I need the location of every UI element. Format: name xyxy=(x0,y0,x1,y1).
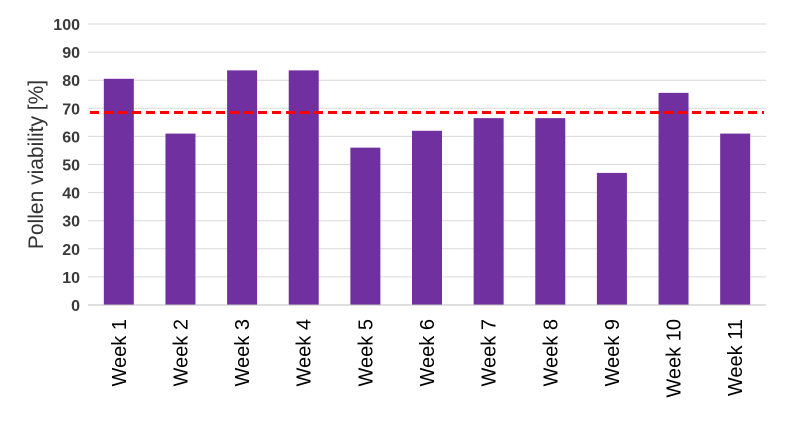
y-tick-label: 80 xyxy=(62,73,80,90)
bar xyxy=(288,70,319,306)
y-axis-title: Pollen viability [%] xyxy=(25,80,48,249)
y-tick-label: 40 xyxy=(62,186,80,203)
bars xyxy=(103,70,751,306)
bar xyxy=(473,118,504,305)
y-tick-label: 20 xyxy=(62,242,80,259)
y-tick-label: 90 xyxy=(62,45,80,62)
bar xyxy=(720,133,751,305)
x-tick-label: Week 2 xyxy=(170,319,192,386)
x-tick-label: Week 4 xyxy=(294,319,316,386)
y-axis-ticks: 0 10 20 30 40 50 60 70 80 90 100 xyxy=(53,17,80,315)
x-tick-label: Week 7 xyxy=(479,319,501,386)
x-tick-label: Week 3 xyxy=(232,319,254,386)
x-tick-label: Week 10 xyxy=(664,319,686,398)
x-tick-label: Week 9 xyxy=(602,319,624,386)
y-tick-label: 50 xyxy=(62,158,80,175)
bar xyxy=(535,118,566,305)
y-tick-label: 30 xyxy=(62,214,80,231)
y-tick-label: 10 xyxy=(62,270,80,287)
bar xyxy=(350,147,381,305)
bar xyxy=(412,130,442,305)
bar xyxy=(227,70,258,306)
x-tick-label: Week 6 xyxy=(417,319,439,386)
y-tick-label: 0 xyxy=(71,298,80,315)
y-tick-label: 100 xyxy=(53,17,80,34)
x-tick-label: Week 1 xyxy=(109,319,131,386)
bar xyxy=(658,92,689,305)
bar xyxy=(103,78,134,305)
bar xyxy=(165,133,196,305)
x-tick-label: Week 8 xyxy=(540,319,562,386)
x-tick-label: Week 5 xyxy=(355,319,377,386)
x-tick-label: Week 11 xyxy=(725,319,747,396)
y-tick-label: 70 xyxy=(62,101,80,118)
x-axis-labels: Week 1 Week 2 Week 3 Week 4 Week 5 Week 6 Week… xyxy=(109,319,747,398)
bar xyxy=(596,172,627,305)
y-tick-label: 60 xyxy=(62,129,80,146)
